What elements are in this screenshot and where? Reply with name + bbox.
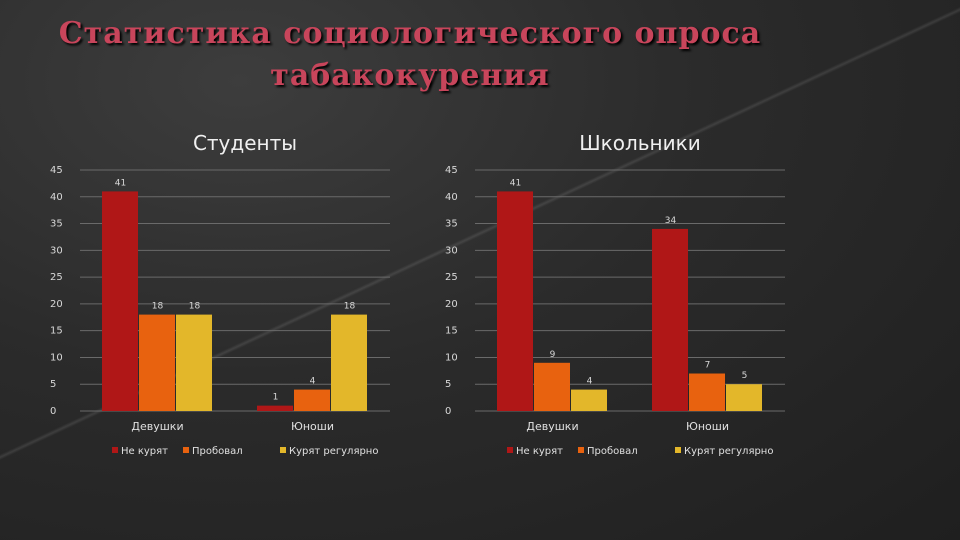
legend-swatch xyxy=(183,447,189,453)
page-title-line-2: табакокурения xyxy=(270,58,550,93)
category-label: Девушки xyxy=(131,420,183,433)
y-tick-label: 45 xyxy=(445,165,458,176)
y-tick-label: 15 xyxy=(445,326,458,337)
data-label: 18 xyxy=(344,302,356,312)
y-tick-label: 40 xyxy=(445,192,458,203)
bar-3-1 xyxy=(176,314,212,411)
legend-label: Курят регулярно xyxy=(289,446,378,457)
legend-swatch xyxy=(280,447,286,453)
data-label: 18 xyxy=(152,302,164,312)
legend-label: Не курят xyxy=(516,446,563,457)
bar-1-2 xyxy=(652,228,688,411)
category-label: Девушки xyxy=(526,420,578,433)
data-label: 4 xyxy=(310,377,316,387)
legend-swatch xyxy=(112,447,118,453)
legend-label: Пробовал xyxy=(192,446,243,457)
y-tick-label: 20 xyxy=(50,299,63,310)
bar-2-2 xyxy=(294,389,330,411)
data-label: 41 xyxy=(115,178,126,188)
data-label: 18 xyxy=(189,302,201,312)
y-tick-label: 20 xyxy=(445,299,458,310)
data-label: 5 xyxy=(742,371,748,381)
y-tick-label: 0 xyxy=(50,406,56,417)
legend-label: Пробовал xyxy=(587,446,638,457)
bar-2-2 xyxy=(689,373,725,411)
data-label: 4 xyxy=(587,377,593,387)
bar-2-1 xyxy=(534,362,570,411)
chart-title: Студенты xyxy=(193,131,297,155)
data-label: 1 xyxy=(273,393,279,403)
y-tick-label: 30 xyxy=(50,245,63,256)
y-tick-label: 30 xyxy=(445,245,458,256)
legend-label: Курят регулярно xyxy=(684,446,773,457)
y-tick-label: 35 xyxy=(50,219,63,230)
category-label: Юноши xyxy=(291,420,334,433)
y-tick-label: 10 xyxy=(50,352,63,363)
y-tick-label: 5 xyxy=(50,379,56,390)
chart-title: Школьники xyxy=(579,131,700,155)
y-tick-label: 25 xyxy=(445,272,458,283)
bar-2-1 xyxy=(139,314,175,411)
bar-1-1 xyxy=(102,191,138,411)
y-tick-label: 10 xyxy=(445,352,458,363)
legend-swatch xyxy=(578,447,584,453)
data-label: 34 xyxy=(665,216,677,226)
y-tick-label: 35 xyxy=(445,219,458,230)
y-tick-label: 5 xyxy=(445,379,451,390)
data-label: 9 xyxy=(550,350,556,360)
y-tick-label: 0 xyxy=(445,406,451,417)
y-tick-label: 25 xyxy=(50,272,63,283)
data-label: 7 xyxy=(705,361,711,371)
legend-swatch xyxy=(675,447,681,453)
legend-swatch xyxy=(507,447,513,453)
chart-svg-1: Школьники 0 5 10 15 20 25 30 35 40 45 41 9 4 Девушки 34… xyxy=(445,131,785,457)
category-label: Юноши xyxy=(686,420,729,433)
y-tick-label: 45 xyxy=(50,165,63,176)
data-label: 41 xyxy=(510,178,521,188)
bar-3-2 xyxy=(726,384,762,411)
legend-label: Не курят xyxy=(121,446,168,457)
bar-1-1 xyxy=(497,191,533,411)
y-tick-label: 15 xyxy=(50,326,63,337)
chart-schoolchildren: Школьники 0 5 10 15 20 25 30 35 40 45 41 9 4 Девушки 34… xyxy=(445,130,795,465)
bar-3-2 xyxy=(331,314,367,411)
page-title-line-1: Статистика социологического опроса xyxy=(58,16,762,51)
chart-students: Студенты 0 5 10 15 20 25 30 35 40 45 41 18 18 Девушки 1… xyxy=(50,130,400,465)
bar-1-2 xyxy=(257,405,293,411)
y-tick-label: 40 xyxy=(50,192,63,203)
bar-3-1 xyxy=(571,389,607,411)
